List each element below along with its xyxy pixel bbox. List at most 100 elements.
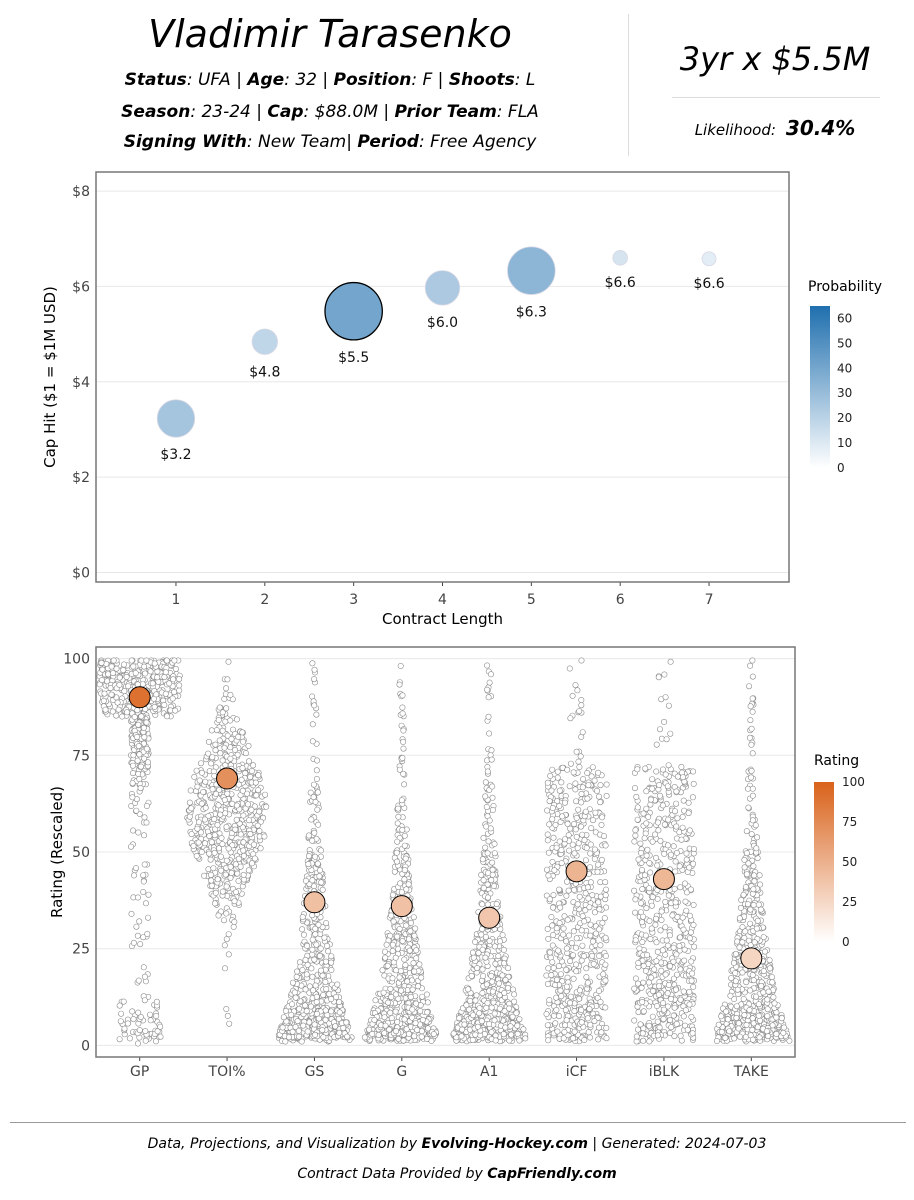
distribution-dot bbox=[646, 917, 653, 924]
distribution-dot bbox=[401, 1016, 408, 1023]
distribution-dot bbox=[545, 849, 552, 856]
distribution-dot bbox=[566, 665, 573, 672]
distribution-dot bbox=[597, 998, 604, 1005]
distribution-dot bbox=[217, 750, 224, 757]
distribution-dot bbox=[755, 1001, 762, 1008]
distribution-dot bbox=[765, 988, 772, 995]
distribution-dot bbox=[214, 821, 221, 828]
distribution-dot bbox=[580, 776, 587, 783]
distribution-dot bbox=[715, 1021, 722, 1028]
distribution-dot bbox=[637, 1021, 644, 1028]
distribution-dot bbox=[681, 957, 688, 964]
distribution-dot bbox=[680, 988, 687, 995]
distribution-dot bbox=[561, 1029, 568, 1036]
distribution-dot bbox=[654, 1018, 661, 1025]
distribution-dot bbox=[187, 787, 194, 794]
distribution-dot bbox=[312, 982, 319, 989]
distribution-dot bbox=[116, 681, 123, 688]
distribution-dot bbox=[543, 972, 550, 979]
distribution-dot bbox=[405, 936, 412, 943]
distribution-dot bbox=[680, 1013, 687, 1020]
distribution-dot bbox=[232, 861, 239, 868]
distribution-dot bbox=[256, 827, 263, 834]
distribution-dot bbox=[549, 816, 556, 823]
distribution-dot bbox=[142, 1037, 149, 1044]
distribution-dot bbox=[581, 918, 588, 925]
distribution-dot bbox=[198, 829, 205, 836]
distribution-dot bbox=[578, 957, 585, 964]
distribution-dot bbox=[578, 790, 585, 797]
distribution-dot bbox=[407, 919, 414, 926]
distribution-dot bbox=[549, 959, 556, 966]
distribution-dot bbox=[227, 863, 234, 870]
distribution-dot bbox=[485, 838, 492, 845]
distribution-dot bbox=[652, 854, 659, 861]
distribution-dot bbox=[334, 981, 341, 988]
distribution-dot bbox=[143, 819, 150, 826]
distribution-dot bbox=[201, 872, 208, 879]
distribution-dot bbox=[413, 1000, 420, 1007]
distribution-dot bbox=[107, 685, 114, 692]
distribution-dot bbox=[130, 827, 137, 834]
distribution-dot bbox=[194, 783, 201, 790]
distribution-dot bbox=[340, 1025, 347, 1032]
distribution-dot bbox=[411, 1033, 418, 1040]
player-info-line-3: Signing With: New Team| Period: Free Age… bbox=[123, 132, 537, 152]
distribution-dot bbox=[554, 1028, 561, 1035]
distribution-dot bbox=[631, 985, 638, 992]
distribution-dot bbox=[128, 910, 135, 917]
distribution-dot bbox=[642, 932, 649, 939]
distribution-dot bbox=[474, 965, 481, 972]
distribution-dot bbox=[673, 951, 680, 958]
distribution-dot bbox=[304, 961, 311, 968]
distribution-dot bbox=[658, 967, 665, 974]
distribution-dot bbox=[686, 988, 693, 995]
distribution-dot bbox=[667, 1030, 674, 1037]
distribution-dot bbox=[500, 946, 507, 953]
distribution-dot bbox=[653, 768, 660, 775]
distribution-dot bbox=[394, 1018, 401, 1025]
distribution-dot bbox=[598, 821, 605, 828]
distribution-dot bbox=[239, 765, 246, 772]
distribution-dot bbox=[400, 1037, 407, 1044]
distribution-dot bbox=[566, 932, 573, 939]
distribution-dot bbox=[116, 1002, 123, 1009]
distribution-dot bbox=[689, 794, 696, 801]
distribution-dot bbox=[303, 971, 310, 978]
distribution-dot bbox=[394, 838, 401, 845]
distribution-dot bbox=[305, 861, 312, 868]
distribution-dot bbox=[309, 912, 316, 919]
distribution-dot bbox=[507, 1023, 514, 1030]
distribution-dot bbox=[562, 1022, 569, 1029]
distribution-dot bbox=[132, 669, 139, 676]
distribution-dot bbox=[153, 691, 160, 698]
distribution-dot bbox=[688, 958, 695, 965]
distribution-dot bbox=[589, 938, 596, 945]
distribution-dot bbox=[398, 987, 405, 994]
distribution-dot bbox=[99, 666, 106, 673]
distribution-dot bbox=[688, 977, 695, 984]
distribution-dot bbox=[210, 865, 217, 872]
distribution-dot bbox=[575, 758, 582, 765]
distribution-dot bbox=[653, 1002, 660, 1009]
distribution-dot bbox=[384, 962, 391, 969]
distribution-dot bbox=[655, 991, 662, 998]
distribution-dot bbox=[317, 847, 324, 854]
distribution-dot bbox=[409, 1006, 416, 1013]
distribution-dot bbox=[402, 995, 409, 1002]
distribution-dot bbox=[137, 1013, 144, 1020]
distribution-dot bbox=[683, 850, 690, 857]
distribution-dot bbox=[749, 972, 756, 979]
distribution-dot bbox=[556, 919, 563, 926]
distribution-dot bbox=[129, 1008, 136, 1015]
distribution-dot bbox=[602, 886, 609, 893]
distribution-dot bbox=[418, 1033, 425, 1040]
distribution-dot bbox=[115, 706, 122, 713]
distribution-dot bbox=[563, 966, 570, 973]
distribution-dot bbox=[551, 867, 558, 874]
distribution-dot bbox=[309, 877, 316, 884]
distribution-dot bbox=[549, 922, 556, 929]
distribution-dot bbox=[472, 1031, 479, 1038]
distribution-dot bbox=[644, 951, 651, 958]
distribution-dot bbox=[674, 773, 681, 780]
